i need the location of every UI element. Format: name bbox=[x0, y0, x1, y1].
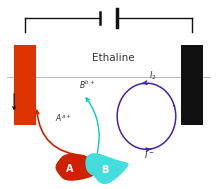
Polygon shape bbox=[86, 154, 128, 183]
FancyArrowPatch shape bbox=[35, 110, 84, 156]
Text: B: B bbox=[102, 165, 109, 175]
Text: $B^{b+}$: $B^{b+}$ bbox=[79, 78, 95, 91]
FancyArrowPatch shape bbox=[86, 98, 99, 153]
Text: A: A bbox=[66, 164, 73, 174]
Text: $A^{a+}$: $A^{a+}$ bbox=[55, 112, 72, 124]
Polygon shape bbox=[56, 154, 102, 180]
Text: $I^-$: $I^-$ bbox=[144, 149, 155, 160]
FancyArrowPatch shape bbox=[13, 94, 15, 109]
Text: Ethaline: Ethaline bbox=[92, 53, 134, 63]
Bar bbox=[181, 45, 203, 125]
Bar bbox=[14, 45, 36, 125]
Text: $I_2$: $I_2$ bbox=[149, 69, 156, 82]
